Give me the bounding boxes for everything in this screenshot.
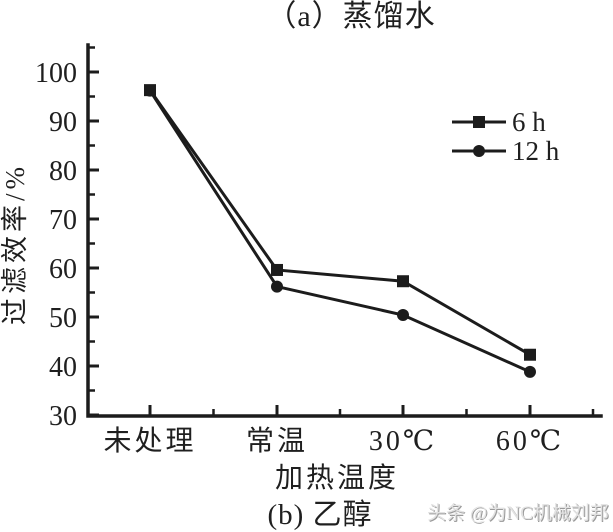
y-tick-label: 90 [49, 107, 77, 138]
data-point-marker [524, 365, 536, 378]
sub-caption: (b) 乙醇 [267, 498, 372, 531]
legend-marker [473, 116, 485, 128]
x-tick-label: 30℃ [369, 426, 437, 457]
chart-title: （a）蒸馏水 [266, 0, 435, 33]
legend-label: 6 h [512, 107, 546, 137]
x-tick-label: 常温 [246, 425, 308, 457]
y-tick-label: 40 [49, 352, 77, 383]
data-point-marker [144, 84, 156, 97]
y-tick-label: 80 [49, 156, 77, 187]
data-point-marker [271, 280, 283, 293]
series-line [148, 89, 531, 374]
plot-area: 30 40 50 60 70 80 90 100 未处理 常温 30℃ 60℃ [35, 43, 603, 457]
legend-marker [473, 145, 485, 157]
y-tick-label: 70 [49, 205, 77, 236]
y-tick-label: 30 [49, 401, 77, 432]
data-point-marker [524, 348, 536, 361]
legend-item: 12 h [452, 136, 560, 166]
y-tick-label: 100 [35, 58, 77, 89]
series-circle [144, 84, 536, 378]
x-axis-title: 加热温度 [275, 462, 399, 494]
x-tick-label: 60℃ [496, 426, 564, 457]
legend: 6 h12 h [452, 107, 560, 166]
axis-frame [86, 43, 603, 418]
watermark: 头条 @为NC机械刘邦 [427, 502, 609, 524]
y-tick-label: 50 [49, 303, 77, 334]
series-line [148, 89, 531, 356]
x-tick-label: 未处理 [103, 425, 196, 457]
data-point-marker [397, 275, 409, 288]
data-point-marker [397, 309, 409, 322]
data-point-marker [271, 263, 283, 276]
y-tick-label: 60 [49, 254, 77, 285]
y-axis-title: 过滤效率/% [0, 163, 30, 325]
legend-item: 6 h [452, 107, 546, 137]
legend-label: 12 h [512, 136, 560, 166]
